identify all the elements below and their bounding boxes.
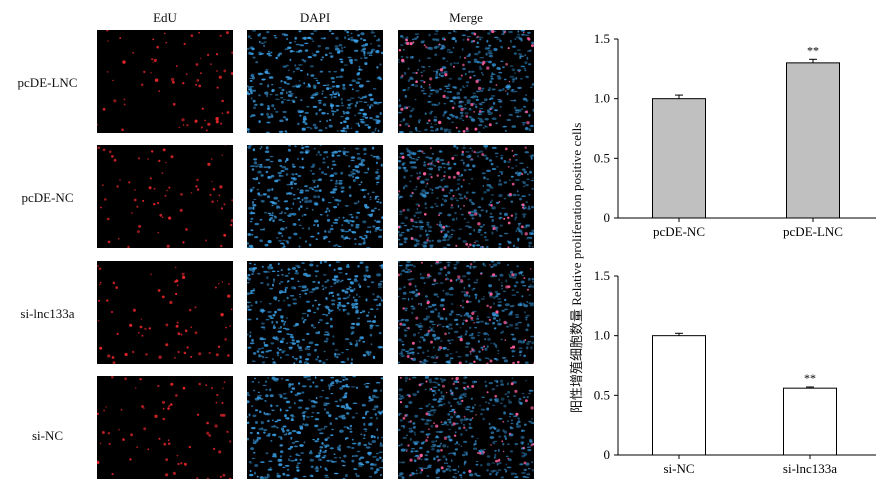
micrograph-dapi-si-lnc133a (247, 261, 383, 364)
top-bar-pcde-nc (652, 98, 706, 219)
row-label-si-nc: si-NC (31, 428, 64, 443)
micrograph-dapi-pcde-nc (247, 145, 383, 248)
bottom-x-tick-label: si-lnc133a (783, 461, 837, 476)
top-y-tick-label: 0 (604, 210, 611, 225)
top-bar-pcde-lnc (786, 62, 840, 219)
bottom-y-tick-label: 1.0 (594, 328, 610, 343)
top-y-tick-label: 1.5 (594, 31, 610, 46)
micrograph-dapi-pcde-lnc (247, 30, 383, 133)
micrograph-edu-pcde-nc (97, 145, 233, 248)
row-label-pcde-nc: pcDE-NC (21, 190, 74, 205)
bottom-bar-si-nc (652, 335, 706, 456)
column-label-dapi: DAPI (299, 10, 331, 25)
micrograph-merge-si-lnc133a (398, 261, 534, 364)
micrograph-dapi-si-nc (247, 376, 383, 479)
bottom-y-tick-label: 1.5 (594, 268, 610, 283)
micrograph-edu-si-lnc133a (97, 261, 233, 364)
micrograph-merge-pcde-nc (398, 145, 534, 248)
micrograph-edu-si-nc (97, 376, 233, 479)
column-label-edu: EdU (153, 10, 177, 25)
bottom-significance-label: ** (804, 371, 816, 385)
bottom-y-tick-label: 0.5 (594, 387, 610, 402)
top-significance-label: ** (807, 43, 819, 57)
micrograph-edu-pcde-lnc (97, 30, 233, 133)
micrograph-merge-si-nc (398, 376, 534, 479)
micrograph-merge-pcde-lnc (398, 30, 534, 133)
top-x-tick-label: pcDE-LNC (783, 224, 843, 239)
top-x-tick-label: pcDE-NC (653, 224, 705, 239)
bottom-x-tick-label: si-NC (663, 461, 694, 476)
row-label-pcde-lnc: pcDE-LNC (17, 75, 78, 90)
bottom-bar-si-lnc133a (783, 387, 837, 456)
column-label-merge: Merge (449, 10, 483, 25)
row-label-si-lnc133a: si-lnc133a (20, 306, 75, 321)
top-y-tick-label: 0.5 (594, 150, 610, 165)
bottom-y-tick-label: 0 (604, 447, 611, 462)
top-y-tick-label: 1.0 (594, 91, 610, 106)
